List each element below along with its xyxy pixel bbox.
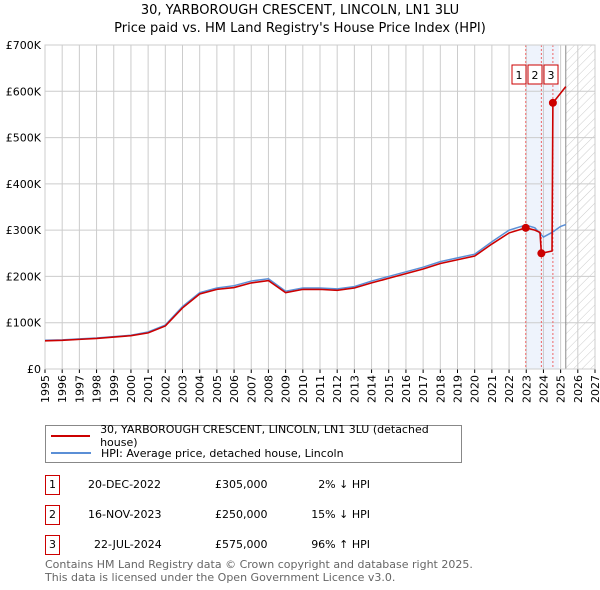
sale-number: 3 xyxy=(45,535,60,555)
y-tick-label: £300K xyxy=(6,224,42,237)
sale-hpi-diff: 96% ↑ HPI xyxy=(311,538,370,551)
sale-label-box xyxy=(543,64,559,85)
x-tick-label: 2008 xyxy=(262,375,275,403)
footer: Contains HM Land Registry data © Crown c… xyxy=(45,558,473,584)
sale-price: £305,000 xyxy=(215,478,268,491)
legend-label-property: 30, YARBOROUGH CRESCENT, LINCOLN, LN1 3L… xyxy=(100,423,429,449)
y-tick-label: £700K xyxy=(6,39,42,52)
x-tick-label: 2018 xyxy=(434,375,447,403)
x-tick-label: 2027 xyxy=(589,375,600,403)
x-tick-label: 2026 xyxy=(572,375,585,403)
shaded-period xyxy=(525,45,559,369)
sale-number: 1 xyxy=(45,475,60,495)
sale-date: 20-DEC-2022 xyxy=(88,478,162,491)
legend-label-hpi: HPI: Average price, detached house, Linc… xyxy=(101,446,344,460)
x-tick-label: 2001 xyxy=(142,375,155,403)
sale-row: 2 16-NOV-2023 £250,000 15% ↓ HPI xyxy=(45,505,465,525)
x-tick-label: 2015 xyxy=(383,375,396,403)
sale-label: 1 xyxy=(516,69,523,82)
sale-point xyxy=(537,249,546,258)
sale-label: 2 xyxy=(532,69,539,82)
x-tick-label: 2002 xyxy=(159,375,172,403)
forecast-hatch xyxy=(565,45,595,369)
sale-date: 22-JUL-2024 xyxy=(94,538,162,551)
plot-frame xyxy=(44,44,596,370)
chart-title: 30, YARBOROUGH CRESCENT, LINCOLN, LN1 3L… xyxy=(140,3,460,18)
x-tick-label: 2024 xyxy=(537,375,550,403)
x-tick-label: 2014 xyxy=(366,375,379,403)
sale-label: 3 xyxy=(548,69,555,82)
sale-hpi-diff: 2% ↓ HPI xyxy=(318,478,370,491)
x-tick-label: 2011 xyxy=(314,375,327,403)
chart-subtitle: Price paid vs. HM Land Registry's House … xyxy=(114,21,486,36)
legend-swatch-property xyxy=(51,435,91,437)
x-tick-label: 2006 xyxy=(228,375,241,403)
sale-number: 2 xyxy=(45,505,60,525)
sale-price: £575,000 xyxy=(215,538,268,551)
x-tick-label: 1999 xyxy=(108,375,121,403)
x-tick-label: 2021 xyxy=(486,375,499,403)
x-tick-label: 1995 xyxy=(39,375,52,403)
x-tick-label: 2020 xyxy=(469,375,482,403)
x-tick-label: 2012 xyxy=(331,375,344,403)
legend-swatch-hpi xyxy=(51,452,91,454)
y-tick-label: £600K xyxy=(6,85,42,98)
footer-line-1: Contains HM Land Registry data © Crown c… xyxy=(45,558,473,571)
sale-date: 16-NOV-2023 xyxy=(88,508,162,521)
x-tick-label: 2003 xyxy=(177,375,190,403)
x-tick-label: 2004 xyxy=(194,375,207,403)
sale-price: £250,000 xyxy=(215,508,268,521)
y-tick-label: £400K xyxy=(6,178,42,191)
sale-row: 3 22-JUL-2024 £575,000 96% ↑ HPI xyxy=(45,535,465,555)
x-tick-label: 2022 xyxy=(503,375,516,403)
sale-row: 1 20-DEC-2022 £305,000 2% ↓ HPI xyxy=(45,475,465,495)
y-tick-label: £200K xyxy=(6,270,42,283)
x-tick-label: 2017 xyxy=(417,375,430,403)
footer-line-2: This data is licensed under the Open Gov… xyxy=(45,571,396,584)
sale-point xyxy=(521,223,530,232)
x-tick-label: 2016 xyxy=(400,375,413,403)
x-tick-label: 2013 xyxy=(348,375,361,403)
sale-hpi-diff: 15% ↓ HPI xyxy=(311,508,370,521)
x-tick-label: 2023 xyxy=(520,375,533,403)
y-tick-label: £0 xyxy=(27,363,41,376)
y-tick-label: £500K xyxy=(6,132,42,145)
x-tick-label: 2025 xyxy=(555,375,568,403)
x-tick-label: 2010 xyxy=(297,375,310,403)
property-line xyxy=(44,86,567,342)
sale-point xyxy=(548,98,557,107)
x-tick-label: 1998 xyxy=(91,375,104,403)
x-tick-label: 2005 xyxy=(211,375,224,403)
y-tick-label: £100K xyxy=(6,317,42,330)
x-tick-label: 2000 xyxy=(125,375,138,403)
x-tick-label: 2009 xyxy=(280,375,293,403)
x-tick-label: 1997 xyxy=(73,375,86,403)
x-tick-label: 1996 xyxy=(56,375,69,403)
x-tick-label: 2007 xyxy=(245,375,258,403)
legend: 30, YARBOROUGH CRESCENT, LINCOLN, LN1 3L… xyxy=(45,423,462,463)
x-tick-label: 2019 xyxy=(452,375,465,403)
sale-label-box xyxy=(511,64,527,85)
sale-label-box xyxy=(527,64,543,85)
plot-area: 1995 1996 1997 1998 1999 2000 2001 2002 2003 2004… xyxy=(6,39,600,403)
